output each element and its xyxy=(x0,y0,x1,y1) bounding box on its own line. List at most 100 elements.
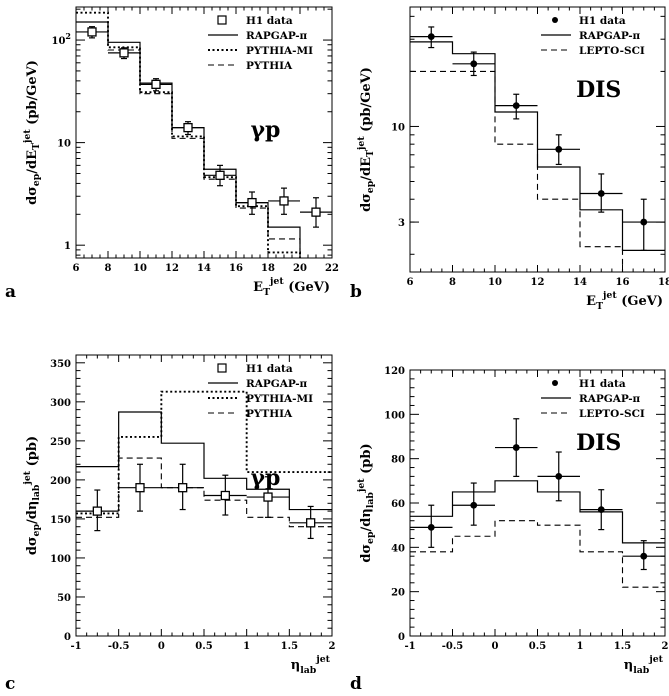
x-tick-label: -0.5 xyxy=(108,641,130,652)
x-tick-label: 1.5 xyxy=(614,641,631,652)
data-point xyxy=(640,218,648,226)
x-axis-label: ETjet (GeV) xyxy=(253,276,330,298)
legend-label: RAPGAP-π xyxy=(579,393,641,405)
x-tick-label: -0.5 xyxy=(442,641,464,652)
process-tag: γp xyxy=(250,465,280,491)
data-point xyxy=(119,48,129,58)
y-tick-label: 0 xyxy=(398,632,405,643)
legend-label: LEPTO-SCI xyxy=(579,408,645,420)
y-tick-label: 10 xyxy=(57,139,71,150)
y-tick-label: 60 xyxy=(391,499,405,510)
panel-label: d xyxy=(350,674,362,694)
x-tick-label: 12 xyxy=(531,277,545,288)
x-axis-label: ηlabjet xyxy=(291,654,331,676)
legend-marker xyxy=(217,15,227,25)
legend-marker xyxy=(217,363,227,373)
x-tick-label: 18 xyxy=(658,277,669,288)
x-tick-label: 1.5 xyxy=(281,641,298,652)
y-tick-label: 50 xyxy=(57,593,71,604)
y-tick-label: 250 xyxy=(50,437,71,448)
series-rapgap--line xyxy=(76,411,332,511)
legend-label: PYTHIA xyxy=(246,60,293,72)
legend-label: H1 data xyxy=(246,15,293,27)
y-tick-label: 350 xyxy=(50,359,71,370)
panel-label: c xyxy=(5,674,15,694)
y-tick-label: 0 xyxy=(64,632,71,643)
x-axis-label: ETjet (GeV) xyxy=(586,290,663,312)
x-tick-label: 14 xyxy=(197,263,211,274)
data-point xyxy=(555,145,563,153)
y-tick-label: 80 xyxy=(391,455,405,466)
x-tick-label: 10 xyxy=(488,277,502,288)
x-tick-label: 6 xyxy=(73,263,80,274)
panel-label: b xyxy=(350,282,362,302)
data-point xyxy=(512,444,520,451)
legend-label: RAPGAP-π xyxy=(246,30,308,42)
x-tick-label: 2 xyxy=(329,641,336,652)
legend-label: RAPGAP-π xyxy=(579,30,641,42)
data-point xyxy=(178,483,188,493)
x-tick-label: 1 xyxy=(577,641,584,652)
legend-marker xyxy=(552,380,558,386)
legend-label: RAPGAP-π xyxy=(246,378,308,390)
x-tick-label: 8 xyxy=(449,277,456,288)
data-point xyxy=(183,122,193,133)
y-axis-label: dσep/dηlabjet (pb) xyxy=(22,436,42,555)
panel-label: a xyxy=(5,282,16,302)
y-tick-label: 3 xyxy=(398,218,405,229)
data-point xyxy=(215,170,225,180)
series-pythia-line xyxy=(76,457,332,528)
x-tick-label: 18 xyxy=(261,263,275,274)
x-tick-label: -1 xyxy=(70,641,81,652)
panel-b: 6 8 10 12 14 16 18 3 10 H1 data RAPGAP-π LEPTO-SCI D… xyxy=(350,6,669,312)
data-point xyxy=(427,523,435,531)
data-point xyxy=(640,552,648,560)
series-rapgap--line xyxy=(410,41,665,252)
x-tick-label: 2 xyxy=(662,641,669,652)
y-tick-label: 300 xyxy=(50,398,71,409)
data-point xyxy=(87,27,97,37)
legend-marker xyxy=(552,17,558,23)
legend-label: H1 data xyxy=(579,378,626,390)
legend-label: H1 data xyxy=(579,15,626,27)
x-tick-label: 1 xyxy=(243,641,250,652)
data-point xyxy=(427,33,435,40)
y-tick-label: 102 xyxy=(52,31,72,47)
y-tick-label: 100 xyxy=(384,410,405,421)
data-point xyxy=(597,506,605,514)
series-lepto-sci-line xyxy=(410,520,665,588)
data-point xyxy=(247,197,257,208)
x-tick-label: 16 xyxy=(229,263,243,274)
x-tick-label: 0 xyxy=(158,641,165,652)
x-tick-label: 10 xyxy=(133,263,147,274)
data-point xyxy=(306,518,316,528)
data-point xyxy=(470,501,478,509)
y-axis-label: dσep/dηlabjet (pb) xyxy=(356,443,376,562)
x-tick-label: 14 xyxy=(573,277,587,288)
x-tick-label: 20 xyxy=(293,263,307,274)
y-tick-label: 100 xyxy=(50,554,71,565)
data-point xyxy=(555,473,563,480)
y-tick-label: 150 xyxy=(50,515,71,526)
data-point xyxy=(279,196,289,206)
legend-label: PYTHIA-MI xyxy=(246,393,313,405)
data-point xyxy=(135,483,145,493)
data-point xyxy=(512,102,520,110)
x-tick-label: 6 xyxy=(407,277,414,288)
x-tick-label: 0.5 xyxy=(529,641,546,652)
y-tick-label: 20 xyxy=(391,588,405,599)
data-point xyxy=(597,190,605,197)
x-tick-label: 22 xyxy=(325,263,339,274)
panel-c: -1 -0.5 0 0.5 1 1.5 2 0 50 100 150 200 250 300 350 H1 d… xyxy=(5,354,336,694)
data-point xyxy=(220,490,230,501)
legend-label: LEPTO-SCI xyxy=(579,45,645,57)
data-point xyxy=(92,506,102,516)
series-pythia-mi-line xyxy=(76,11,301,258)
y-tick-label: 120 xyxy=(384,366,405,377)
x-tick-label: 0 xyxy=(492,641,499,652)
x-tick-label: -1 xyxy=(404,641,415,652)
legend-label: H1 data xyxy=(246,363,293,375)
data-point xyxy=(263,492,273,502)
